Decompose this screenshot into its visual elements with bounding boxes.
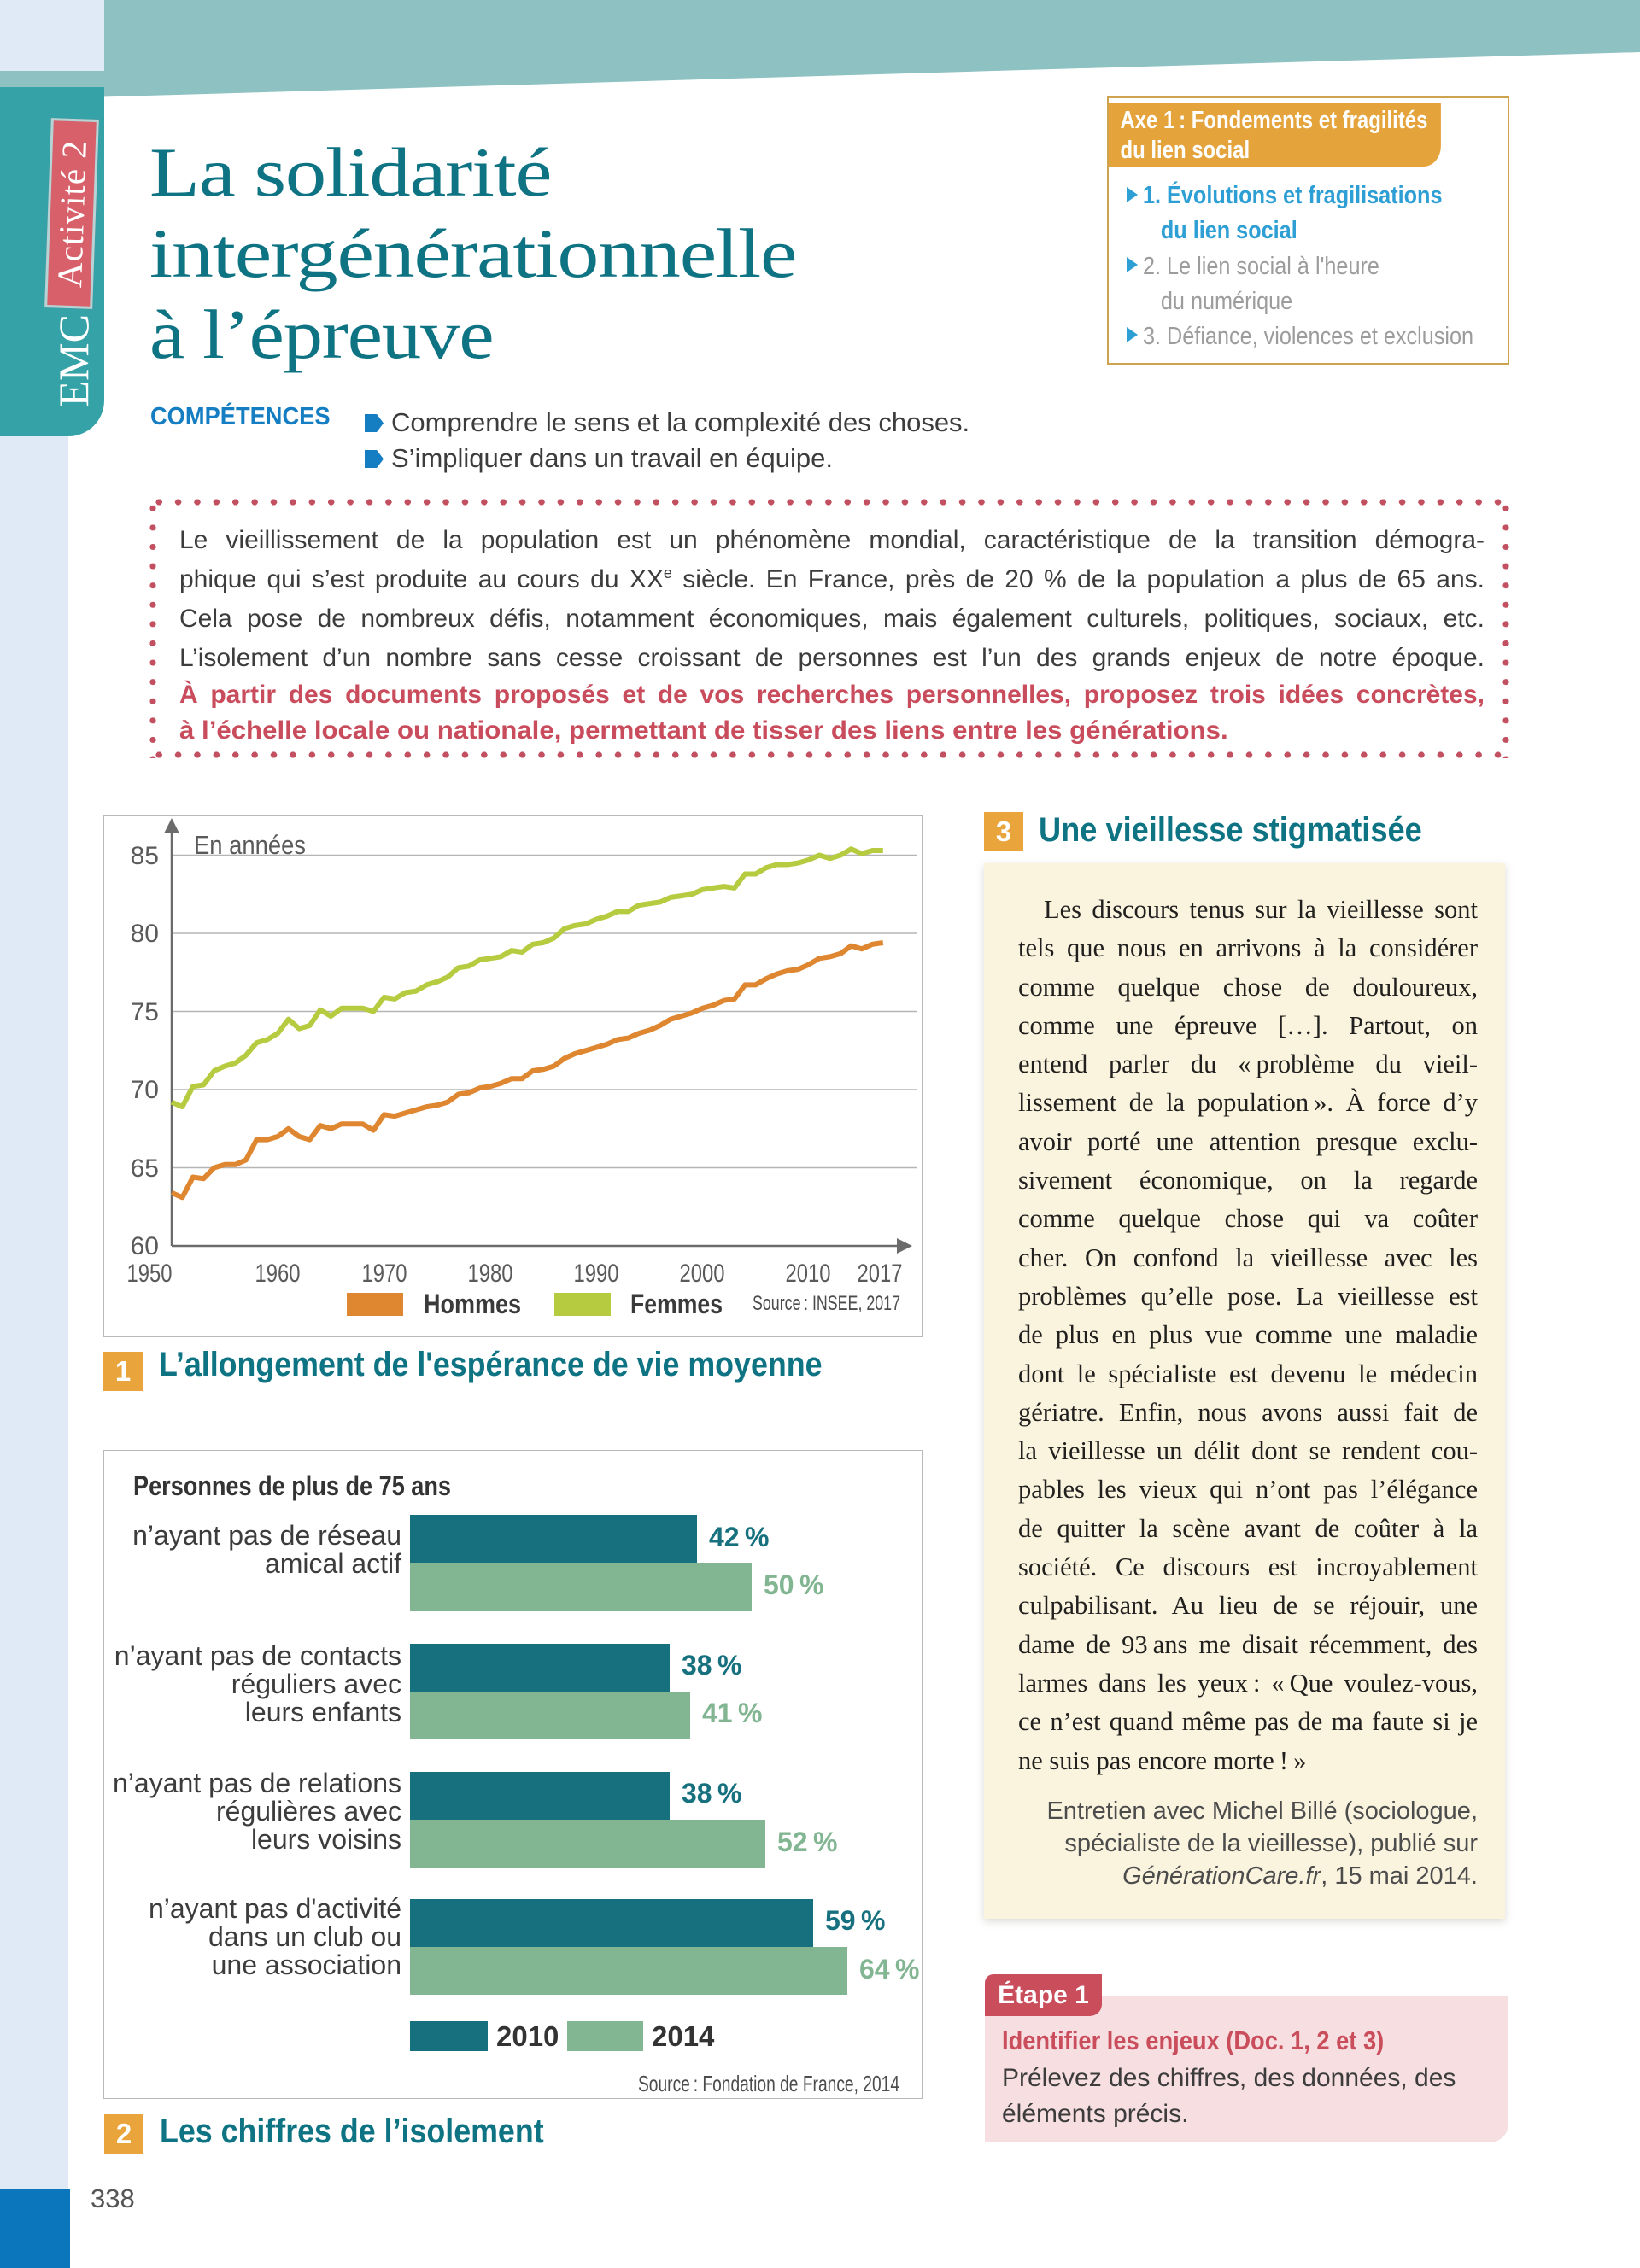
- svg-text:régulières avec: régulières avec: [216, 1796, 401, 1827]
- svg-text:leurs enfants: leurs enfants: [245, 1697, 401, 1727]
- svg-text:n’ayant pas d'activité: n’ayant pas d'activité: [149, 1893, 401, 1924]
- svg-text:leurs voisins: leurs voisins: [251, 1824, 401, 1855]
- svg-text:1950: 1950: [127, 1260, 173, 1288]
- svg-text:41 %: 41 %: [702, 1698, 762, 1728]
- svg-text:38 %: 38 %: [682, 1778, 741, 1809]
- svg-text:64 %: 64 %: [859, 1954, 919, 1984]
- svg-text:75: 75: [131, 998, 159, 1026]
- svg-text:une association: une association: [212, 1949, 401, 1980]
- svg-text:65: 65: [131, 1154, 159, 1183]
- svg-text:2010: 2010: [786, 1260, 831, 1288]
- svg-text:réguliers avec: réguliers avec: [231, 1669, 401, 1699]
- svg-text:59 %: 59 %: [825, 1905, 885, 1936]
- svg-text:50 %: 50 %: [764, 1569, 823, 1600]
- svg-text:Source : INSEE, 2017: Source : INSEE, 2017: [753, 1292, 900, 1315]
- svg-text:60: 60: [131, 1232, 159, 1260]
- svg-text:n’ayant pas de relations: n’ayant pas de relations: [113, 1768, 401, 1798]
- svg-text:1990: 1990: [574, 1260, 619, 1288]
- svg-text:42 %: 42 %: [709, 1522, 769, 1552]
- svg-text:1970: 1970: [362, 1260, 407, 1288]
- svg-text:2010: 2010: [496, 2020, 559, 2052]
- svg-text:2017: 2017: [858, 1260, 903, 1288]
- svg-text:Hommes: Hommes: [424, 1289, 521, 1319]
- svg-text:n’ayant pas de contacts: n’ayant pas de contacts: [114, 1640, 401, 1671]
- svg-text:1980: 1980: [468, 1260, 513, 1288]
- svg-text:2000: 2000: [680, 1260, 725, 1288]
- svg-text:80: 80: [131, 920, 159, 948]
- svg-text:amical actif: amical actif: [265, 1548, 401, 1579]
- svg-text:38 %: 38 %: [682, 1650, 741, 1681]
- svg-text:2014: 2014: [652, 2020, 715, 2052]
- svg-text:1960: 1960: [255, 1260, 301, 1288]
- svg-text:dans un club ou: dans un club ou: [208, 1921, 401, 1952]
- svg-text:52 %: 52 %: [777, 1827, 837, 1857]
- svg-text:Femmes: Femmes: [630, 1289, 723, 1319]
- svg-text:Personnes de plus de 75 ans: Personnes de plus de 75 ans: [133, 1470, 451, 1501]
- svg-text:70: 70: [131, 1076, 159, 1104]
- svg-text:85: 85: [131, 842, 159, 870]
- svg-text:En années: En années: [194, 830, 306, 860]
- svg-text:n’ayant pas de réseau: n’ayant pas de réseau: [132, 1520, 401, 1551]
- svg-text:Source : Fondation de France,: Source : Fondation de France, 2014: [638, 2071, 899, 2096]
